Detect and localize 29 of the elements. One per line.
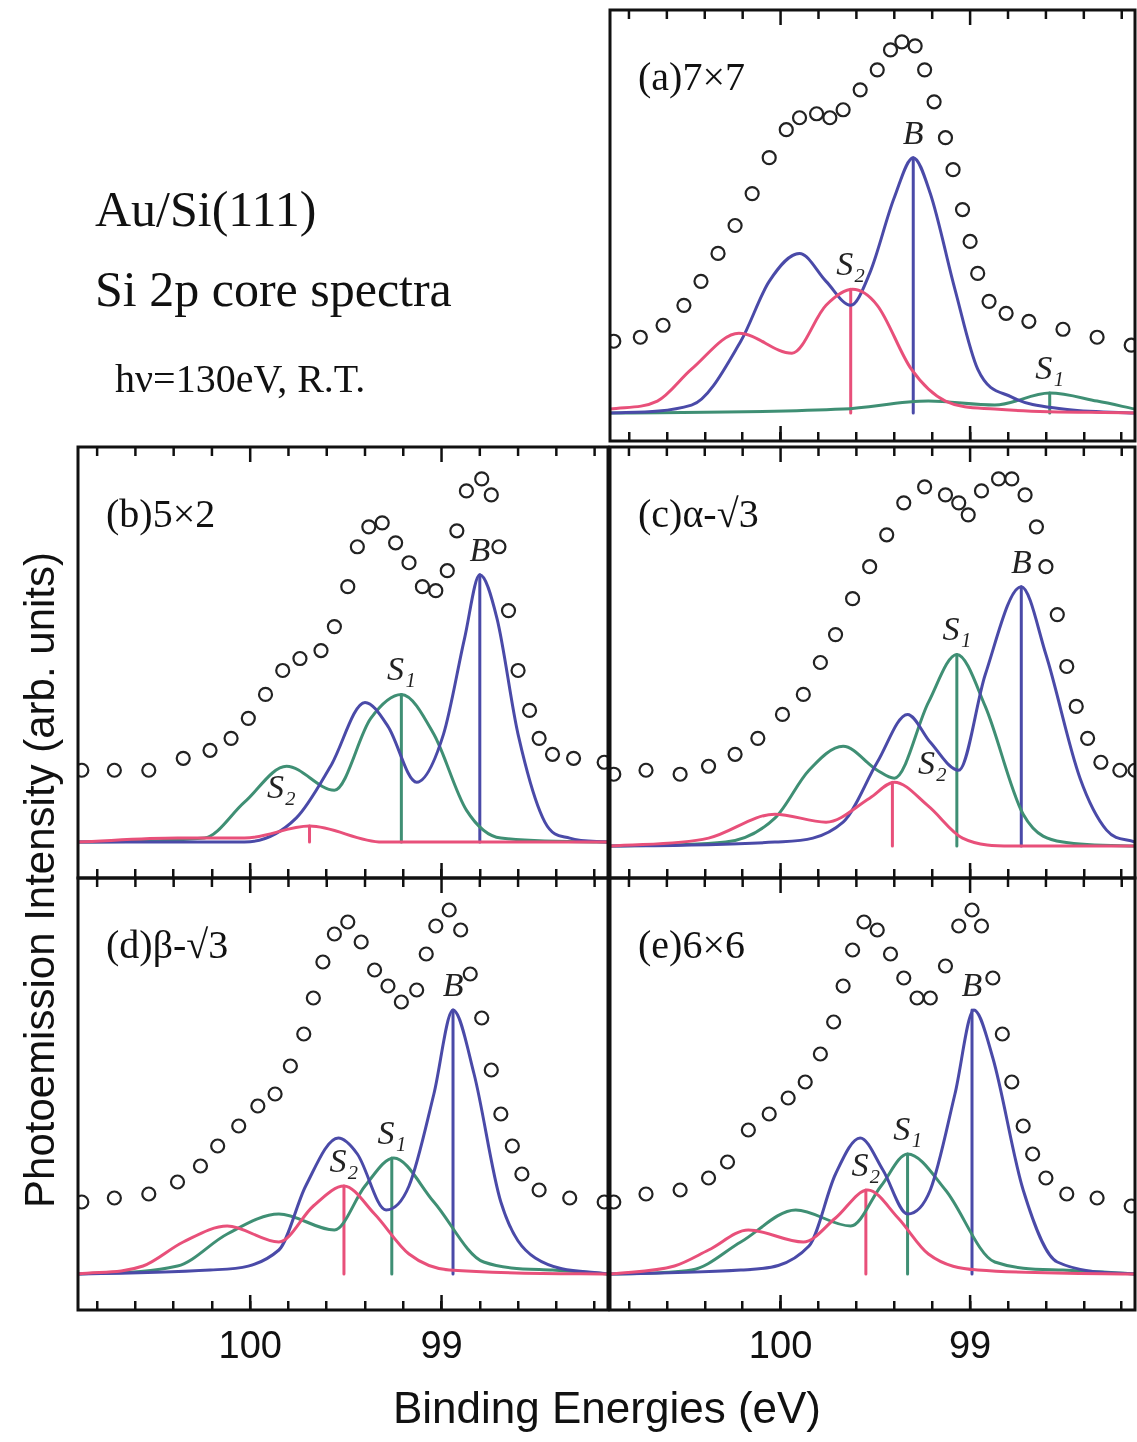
chart-title: (b)5×2 bbox=[106, 491, 216, 536]
annotation: S₂ bbox=[917, 744, 947, 782]
x-tick-label: 99 bbox=[420, 1324, 463, 1367]
x-tick-label: 99 bbox=[948, 1324, 992, 1367]
annotation: B bbox=[442, 965, 464, 1003]
annotation: S₁ bbox=[377, 1113, 407, 1151]
annotation: S₂ bbox=[329, 1141, 359, 1179]
text: Si 2p core spectra bbox=[95, 260, 452, 318]
annotation: S₂ bbox=[267, 768, 296, 806]
annotation: B bbox=[902, 113, 924, 151]
annotation: B bbox=[469, 530, 491, 568]
chart-title: (c)α-√3 bbox=[638, 491, 759, 536]
y-axis-title: Photoemission Intensity (arb. units) bbox=[16, 552, 64, 1208]
annotation: S₁ bbox=[1035, 349, 1065, 387]
text: hν=130eV, R.T. bbox=[115, 355, 366, 402]
x-tick-label: 100 bbox=[218, 1324, 282, 1367]
annotation: S₁ bbox=[386, 650, 416, 688]
annotation: S₁ bbox=[893, 1109, 922, 1147]
x-axis-title: Binding Energies (eV) bbox=[392, 1383, 822, 1433]
annotation: S₂ bbox=[851, 1145, 881, 1183]
annotation: B bbox=[1010, 542, 1032, 580]
chart-title: (d)β-√3 bbox=[106, 922, 229, 967]
chart-title: (e)6×6 bbox=[638, 922, 745, 967]
chart-title: (a)7×7 bbox=[638, 54, 745, 99]
text: Au/Si(111) bbox=[95, 180, 317, 238]
annotation: B bbox=[961, 965, 983, 1003]
x-tick-label: 100 bbox=[748, 1324, 813, 1367]
annotation: S₂ bbox=[836, 245, 866, 283]
annotation: S₁ bbox=[942, 610, 972, 648]
